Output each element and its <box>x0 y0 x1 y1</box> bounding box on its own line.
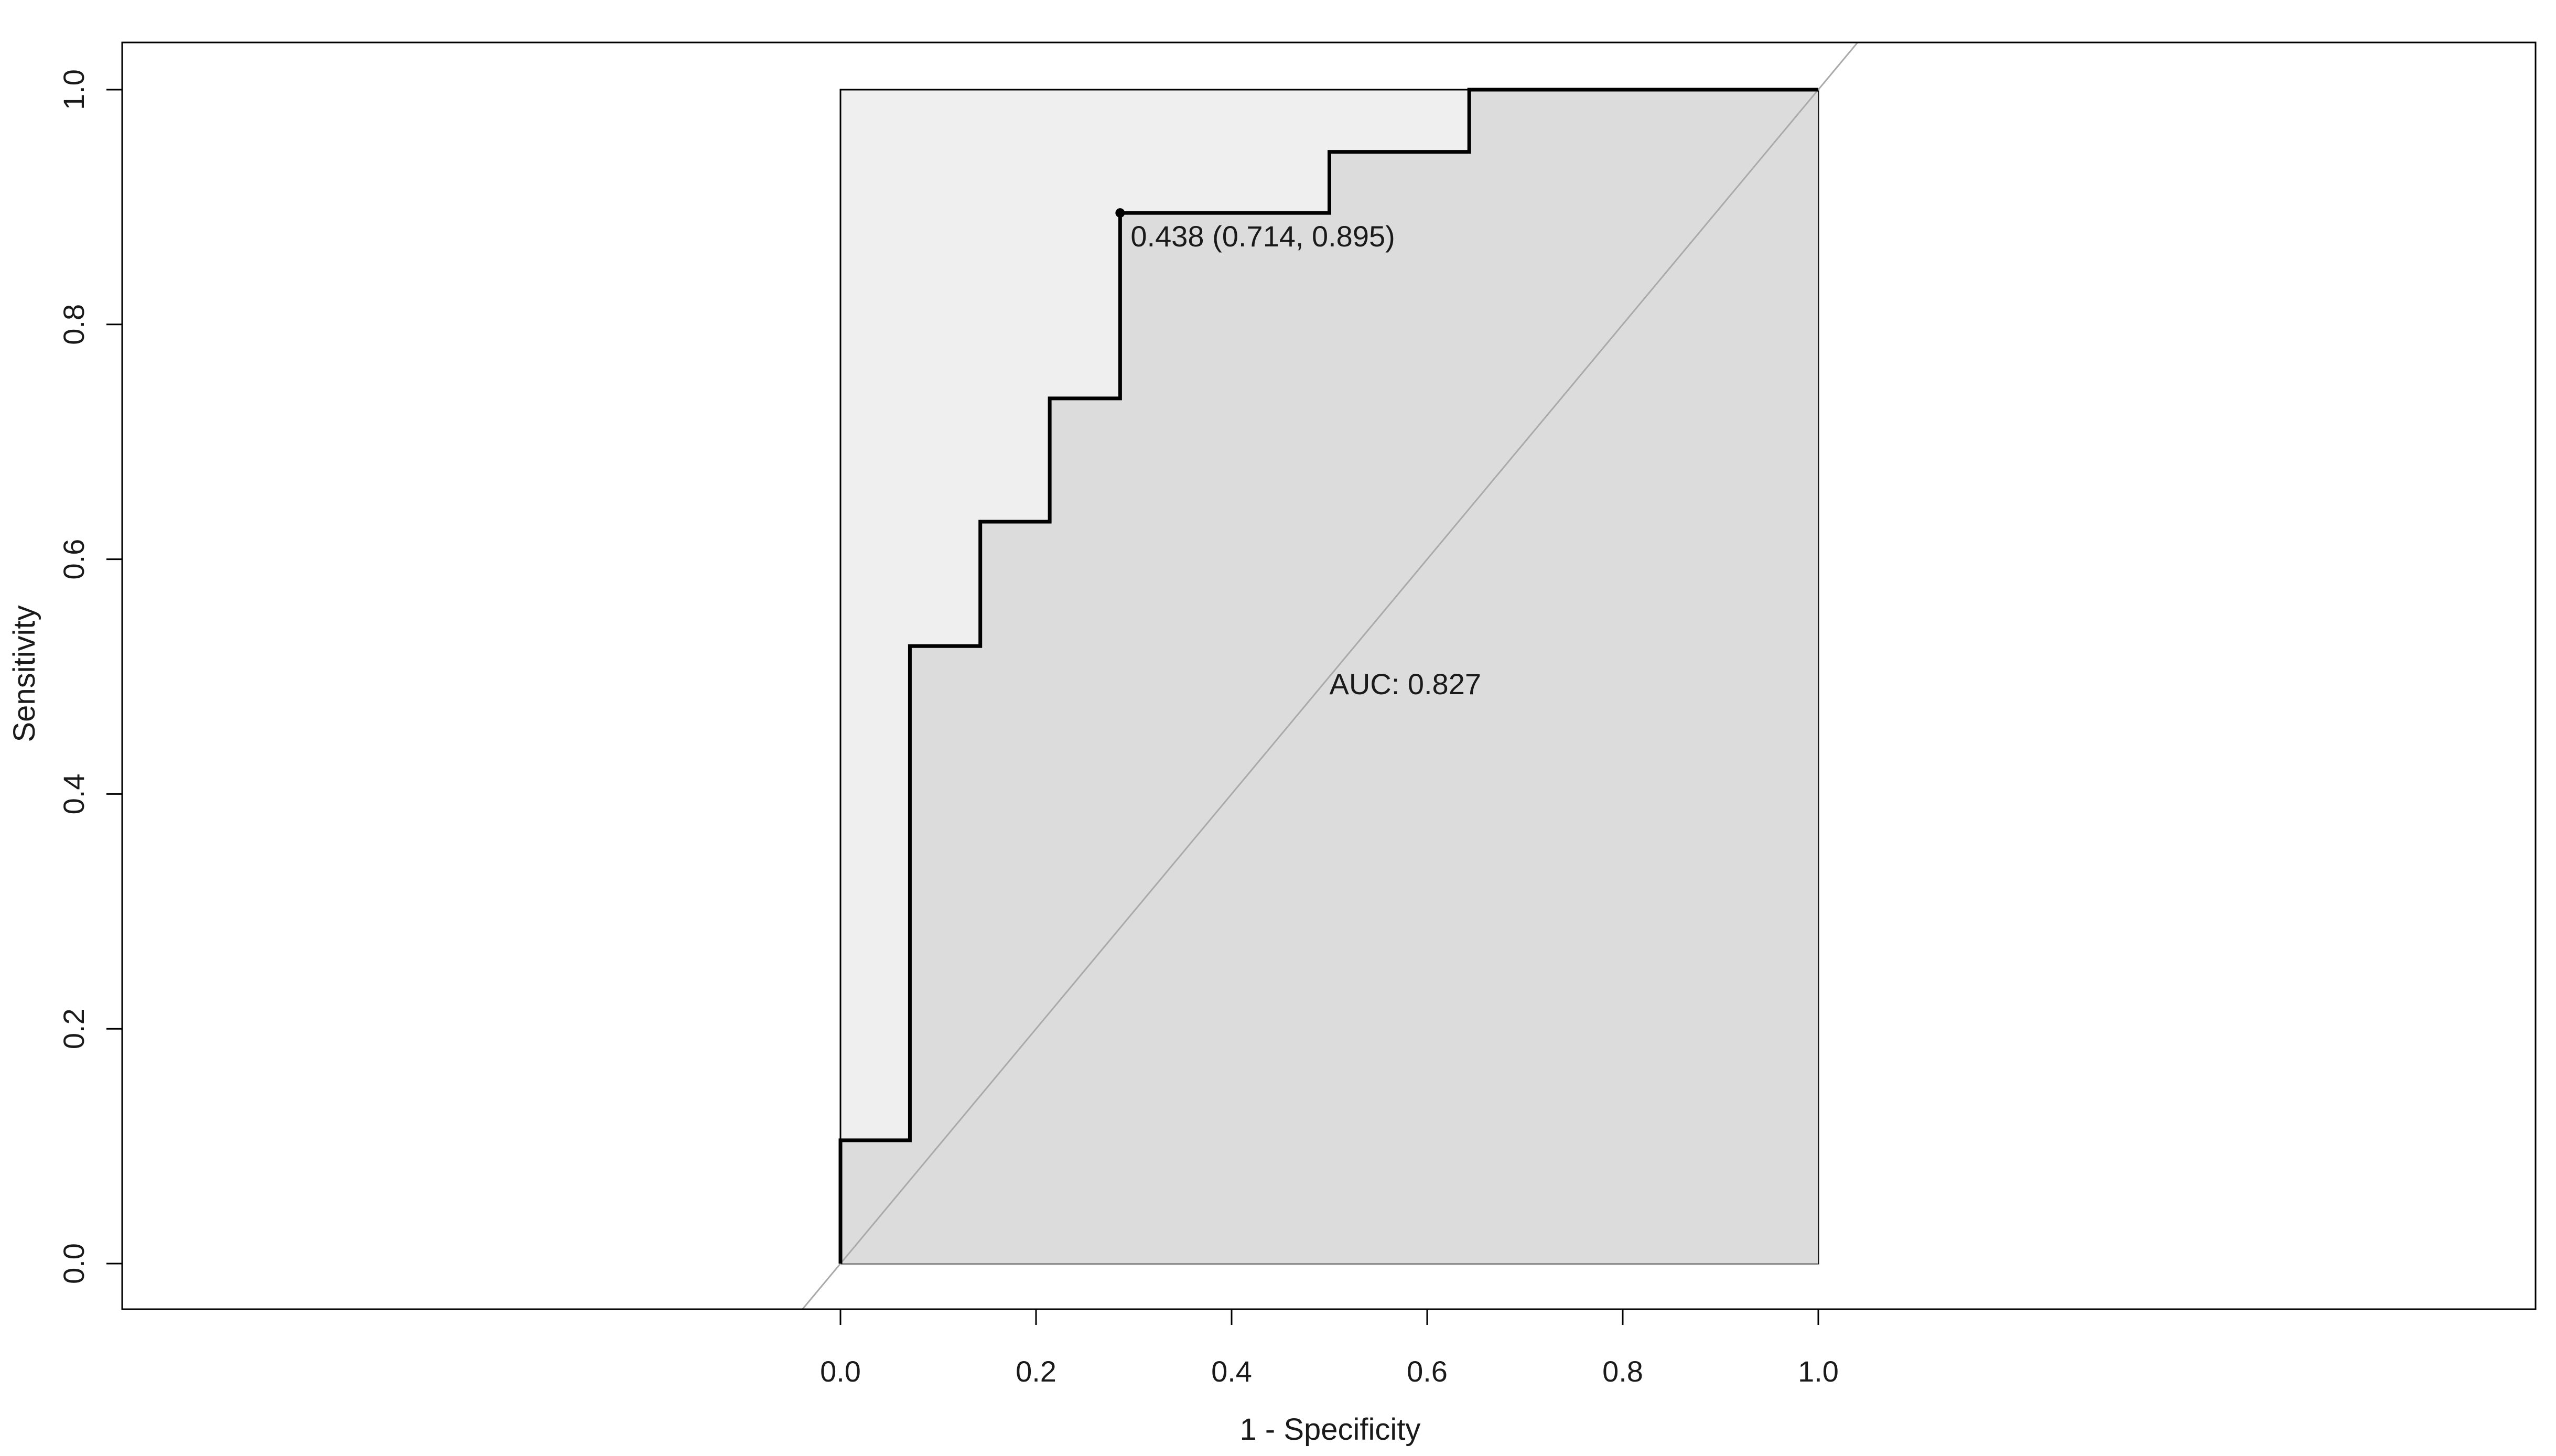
x-tick-label: 0.8 <box>1602 1355 1643 1388</box>
reference-diagonal-line <box>801 42 1859 1309</box>
y-tick-label: 0.0 <box>57 1243 90 1284</box>
x-tick-label: 0.0 <box>820 1355 861 1388</box>
threshold-point <box>1115 208 1125 218</box>
threshold-label: 0.438 (0.714, 0.895) <box>1130 220 1395 253</box>
y-tick-label: 1.0 <box>57 69 90 110</box>
y-axis-title: Sensitivity <box>7 605 41 742</box>
x-tick-label: 0.2 <box>1016 1355 1056 1388</box>
y-tick-label: 0.8 <box>57 304 90 345</box>
roc-curve <box>838 88 1818 1264</box>
x-axis-title: 1 - Specificity <box>1240 1412 1421 1447</box>
auc-label: AUC: 0.827 <box>1330 667 1482 700</box>
x-tick-label: 0.4 <box>1211 1355 1252 1388</box>
x-tick-label: 1.0 <box>1798 1355 1839 1388</box>
x-tick-label: 0.6 <box>1407 1355 1448 1388</box>
y-tick-label: 0.2 <box>57 1008 90 1049</box>
y-tick-label: 0.4 <box>57 773 90 814</box>
y-tick-label: 0.6 <box>57 539 90 580</box>
